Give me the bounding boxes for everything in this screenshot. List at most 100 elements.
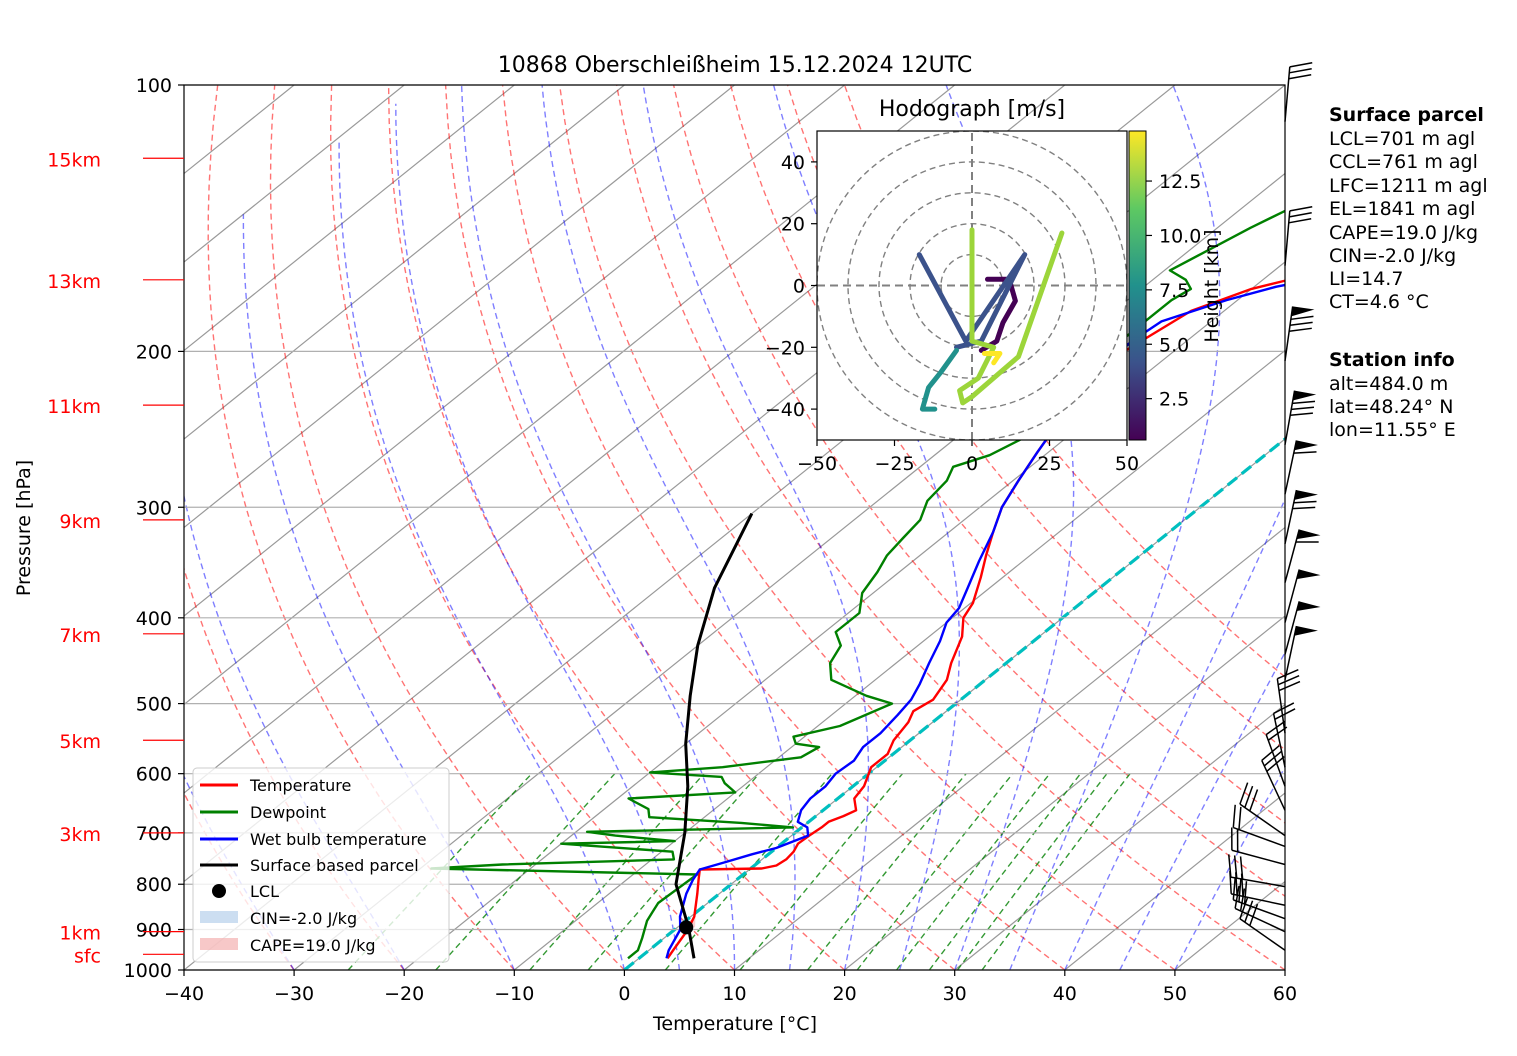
wind-barb-pennant	[1292, 390, 1317, 401]
y-tick-label: 600	[136, 764, 172, 786]
dry-adiabat-line	[615, 85, 1285, 970]
hodograph-trace	[916, 227, 1065, 412]
mixing-ratio-line	[928, 773, 1082, 970]
wind-barb-flag	[1278, 680, 1301, 692]
wind-barb-flag	[1289, 212, 1312, 218]
wind-barb-shaft	[1284, 390, 1296, 445]
surface-parcel-header: Surface parcel	[1329, 104, 1484, 126]
wind-barb-flag	[1228, 854, 1232, 878]
wind-barb-pennant	[1296, 569, 1321, 580]
wind-barb-flag	[1289, 62, 1313, 68]
wind-barb-flag	[1232, 804, 1236, 828]
x-axis-label: Temperature [°C]	[652, 1013, 817, 1035]
wind-barb-flag	[1290, 315, 1314, 321]
hodograph-y-tick-label: −20	[765, 337, 805, 359]
wind-barb-shaft	[1284, 529, 1300, 583]
y-tick-label: 200	[136, 341, 172, 363]
x-tick-label: −20	[384, 983, 424, 1005]
wind-barb-flag	[1273, 702, 1295, 715]
hodograph-segment	[981, 351, 1003, 366]
wind-barb-flag	[1293, 451, 1317, 454]
hodograph-title: Hodograph [m/s]	[879, 97, 1065, 122]
wind-barb-flag	[1239, 897, 1249, 919]
wind-barb-flag	[1291, 406, 1315, 411]
wind-barb-shaft	[1230, 876, 1286, 888]
height-tick-label: 13km	[47, 271, 101, 293]
side-info: Surface parcel LCL=701 m agl CCL=761 m a…	[1329, 104, 1488, 441]
wind-barb-shaft	[1233, 826, 1286, 848]
wind-barb-pennant	[1291, 306, 1315, 317]
lcl-marker	[679, 920, 694, 935]
wind-barb-flag	[1249, 789, 1259, 812]
legend-swatch-cape	[200, 938, 238, 950]
hodograph-x-tick-label: −50	[797, 453, 837, 475]
wind-barb-flag	[1293, 500, 1317, 504]
wind-barb-shaft	[1284, 66, 1291, 122]
moist-adiabat-line	[395, 103, 681, 970]
isotherm-line	[184, 85, 735, 529]
mixing-ratio-line	[896, 773, 1051, 970]
dry-adiabat-line	[207, 85, 515, 970]
wind-barb-shaft	[1231, 893, 1286, 907]
moist-adiabat-line	[1064, 497, 1285, 970]
y-tick-label: 900	[136, 920, 172, 942]
hodograph-y-tick-label: 40	[781, 152, 805, 174]
dry-adiabat-line	[387, 85, 846, 970]
isotherm-line	[844, 615, 1285, 970]
wind-barb-shaft	[1265, 734, 1286, 787]
y-tick-label: 500	[136, 694, 172, 716]
x-tick-label: 50	[1163, 983, 1187, 1005]
wind-barb-flag	[1274, 708, 1296, 720]
height-tick-label: 9km	[59, 511, 101, 533]
wind-barb-shaft	[1261, 760, 1286, 811]
wind-barb-flag	[1239, 888, 1246, 912]
surface-info-lcl: LCL=701 m agl	[1329, 128, 1475, 150]
wind-barb-flag	[1289, 327, 1312, 332]
wind-barb-flag	[1232, 877, 1236, 900]
isotherm-line	[184, 85, 515, 352]
station-info-header: Station info	[1329, 349, 1455, 371]
wind-barb-flag	[1239, 782, 1249, 805]
x-tick-label: −10	[494, 983, 534, 1005]
legend-label-parcel: Surface based parcel	[250, 856, 419, 875]
surface-info-li: LI=14.7	[1329, 268, 1403, 290]
series-temperature	[666, 279, 1285, 959]
moist-adiabat-line	[460, 85, 736, 970]
legend-swatch-cin	[200, 911, 238, 923]
wind-barb-flag	[1292, 506, 1316, 510]
moist-adiabat-line	[1174, 765, 1285, 970]
isotherm-line	[403, 261, 1285, 970]
hodograph-x-tick-label: 25	[1037, 453, 1061, 475]
legend: Temperature Dewpoint Wet bulb temperatur…	[192, 767, 450, 963]
x-tick-label: 10	[722, 983, 746, 1005]
y-tick-label: 700	[136, 823, 172, 845]
wind-barb-flag	[1290, 412, 1313, 416]
mixing-ratio-line	[347, 773, 533, 970]
isotherm-line	[293, 172, 1285, 970]
hodograph-ticks: −50 −25 0 25 50 40 20 0 −20 −40	[765, 152, 1139, 475]
isotherm-line	[184, 85, 845, 617]
height-tick-label: sfc	[74, 945, 101, 967]
dry-adiabat-line	[269, 85, 625, 970]
surface-info-ccl: CCL=761 m agl	[1329, 151, 1478, 173]
height-tick-label: 7km	[59, 625, 101, 647]
legend-box	[192, 767, 450, 963]
wind-barbs	[1228, 62, 1321, 951]
legend-label-wetbulb: Wet bulb temperature	[250, 830, 427, 849]
wind-barb-shaft	[1276, 678, 1286, 734]
mixing-ratio-line	[981, 773, 1131, 970]
y-tick-label: 300	[136, 497, 172, 519]
wind-barb-shaft	[1284, 440, 1298, 495]
isotherm-line	[513, 349, 1285, 970]
y-tick-label: 100	[136, 75, 172, 97]
wind-barb-flag	[1263, 750, 1283, 767]
wind-barb-flag	[1289, 206, 1313, 212]
wind-barb-flag	[1277, 669, 1299, 680]
wind-barb-flag	[1265, 720, 1286, 736]
wind-barb-shaft	[1284, 489, 1298, 545]
legend-label-temperature: Temperature	[249, 776, 351, 795]
surface-info-cape: CAPE=19.0 J/kg	[1329, 222, 1478, 244]
wind-barb-flag	[1243, 881, 1248, 905]
wind-barb-flag	[1244, 900, 1254, 923]
